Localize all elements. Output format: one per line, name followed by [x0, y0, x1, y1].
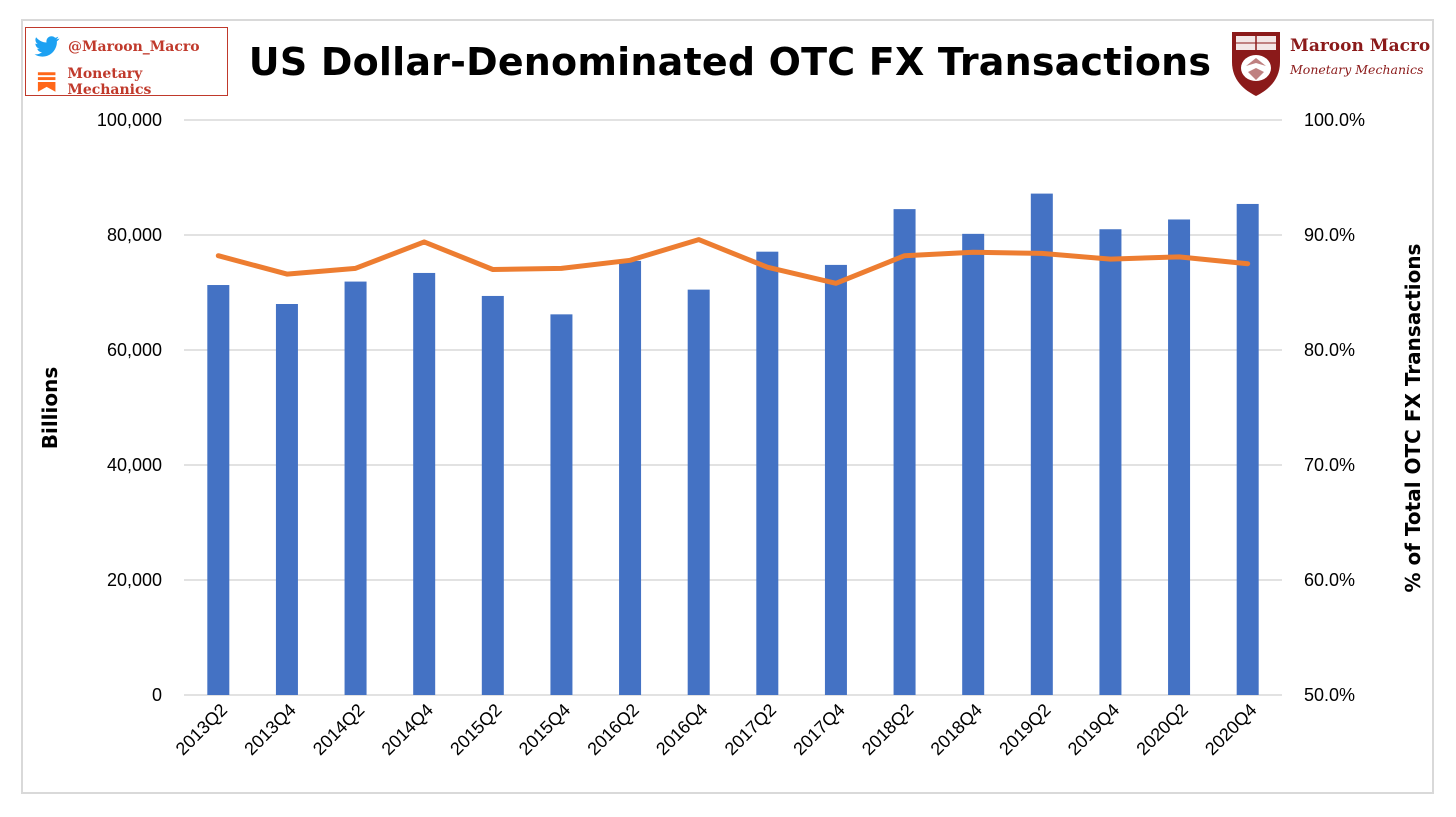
bar[interactable]	[1236, 203, 1259, 695]
bar[interactable]	[275, 304, 298, 695]
newsletter-row[interactable]: Monetary Mechanics	[34, 66, 227, 98]
bar[interactable]	[413, 272, 436, 695]
right-tick-label: 70.0%	[1304, 455, 1355, 475]
left-tick-label: 100,000	[97, 110, 162, 130]
bar[interactable]	[1168, 219, 1191, 695]
category-tick-label: 2013Q4	[240, 700, 299, 759]
bar[interactable]	[824, 264, 847, 695]
bar[interactable]	[962, 233, 985, 695]
category-axis-ticks: 2013Q2 2013Q4 2014Q2 2014Q4 2015Q2 2015Q4 2016…	[172, 700, 1261, 759]
bar[interactable]	[1099, 229, 1122, 695]
category-tick-label: 2016Q2	[583, 700, 642, 759]
line-point[interactable]	[902, 253, 907, 258]
bar[interactable]	[344, 281, 367, 695]
line-point[interactable]	[1245, 261, 1250, 266]
logo-name: Maroon Macro	[1290, 36, 1431, 56]
right-tick-label: 80.0%	[1304, 340, 1355, 360]
line-point[interactable]	[1177, 254, 1182, 259]
line-point[interactable]	[490, 267, 495, 272]
left-tick-label: 20,000	[107, 570, 162, 590]
newsletter-name: Monetary Mechanics	[67, 66, 152, 98]
category-tick-label: 2019Q2	[995, 700, 1054, 759]
left-axis-title: Billions	[38, 367, 62, 450]
category-tick-label: 2014Q2	[309, 700, 368, 759]
category-tick-label: 2020Q4	[1201, 700, 1260, 759]
line-point[interactable]	[628, 258, 633, 263]
line-point[interactable]	[696, 237, 701, 242]
category-tick-label: 2017Q2	[721, 700, 780, 759]
bar-series	[207, 193, 1259, 696]
category-tick-label: 2015Q2	[446, 700, 505, 759]
line-point[interactable]	[765, 265, 770, 270]
line-point[interactable]	[216, 253, 221, 258]
left-tick-label: 80,000	[107, 225, 162, 245]
line-point[interactable]	[833, 281, 838, 286]
chart-frame	[21, 19, 1434, 794]
bar[interactable]	[481, 295, 504, 695]
line-point[interactable]	[284, 272, 289, 277]
bar[interactable]	[687, 289, 710, 695]
bar[interactable]	[550, 314, 573, 695]
line-point[interactable]	[1039, 251, 1044, 256]
right-tick-label: 90.0%	[1304, 225, 1355, 245]
right-tick-label: 100.0%	[1304, 110, 1365, 130]
right-axis-ticks: 50.0% 60.0% 70.0% 80.0% 90.0% 100.0%	[1304, 110, 1365, 705]
twitter-handle: @Maroon_Macro	[68, 39, 200, 55]
category-tick-label: 2017Q4	[789, 700, 848, 759]
maroon-macro-logo: Maroon Macro Monetary Mechanics	[1228, 28, 1433, 100]
line-point[interactable]	[1108, 257, 1113, 262]
category-tick-label: 2014Q4	[378, 700, 437, 759]
line-point[interactable]	[353, 266, 358, 271]
line-point[interactable]	[559, 266, 564, 271]
bar[interactable]	[619, 260, 642, 695]
category-tick-label: 2018Q4	[927, 700, 986, 759]
left-tick-label: 0	[152, 685, 162, 705]
bar[interactable]	[893, 209, 916, 695]
left-tick-label: 60,000	[107, 340, 162, 360]
category-tick-label: 2018Q2	[858, 700, 917, 759]
category-tick-label: 2013Q2	[172, 700, 231, 759]
gridlines	[184, 119, 1282, 696]
twitter-bird-icon	[34, 36, 60, 57]
left-axis-ticks: 0 20,000 40,000 60,000 80,000 100,000	[97, 110, 162, 705]
right-tick-label: 50.0%	[1304, 685, 1355, 705]
right-axis-title: % of Total OTC FX Transactions	[1401, 244, 1425, 593]
category-tick-label: 2015Q4	[515, 700, 574, 759]
bar[interactable]	[207, 285, 230, 695]
category-tick-label: 2016Q4	[652, 700, 711, 759]
left-tick-label: 40,000	[107, 455, 162, 475]
social-badge: @Maroon_Macro Monetary Mechanics	[25, 27, 228, 98]
share-line[interactable]	[215, 237, 1251, 286]
twitter-row[interactable]: @Maroon_Macro	[34, 36, 200, 58]
bar[interactable]	[1030, 193, 1053, 695]
chart-title: US Dollar-Denominated OTC FX Transaction…	[248, 40, 1212, 84]
line-point[interactable]	[422, 239, 427, 244]
logo-subtitle: Monetary Mechanics	[1290, 62, 1424, 77]
category-tick-label: 2020Q2	[1132, 700, 1191, 759]
substack-icon	[37, 72, 56, 92]
crest-icon	[1232, 32, 1280, 96]
category-tick-label: 2019Q4	[1064, 700, 1123, 759]
line-series	[215, 237, 1251, 286]
right-tick-label: 60.0%	[1304, 570, 1355, 590]
bar[interactable]	[756, 251, 779, 696]
line-point[interactable]	[971, 250, 976, 255]
